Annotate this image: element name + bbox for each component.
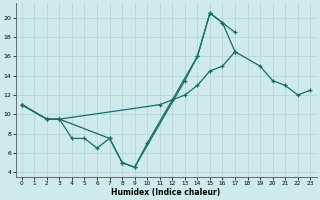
X-axis label: Humidex (Indice chaleur): Humidex (Indice chaleur) bbox=[111, 188, 221, 197]
